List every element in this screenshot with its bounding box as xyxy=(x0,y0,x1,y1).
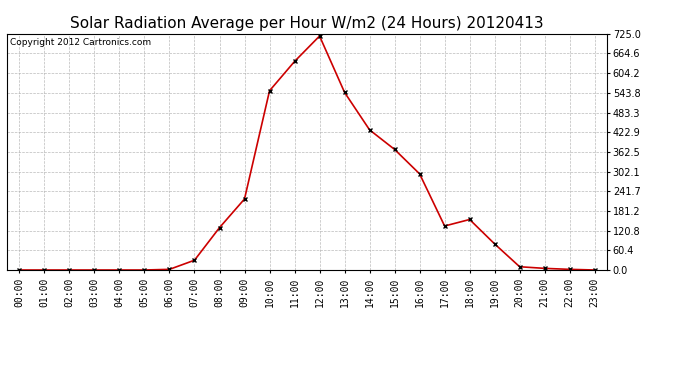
Title: Solar Radiation Average per Hour W/m2 (24 Hours) 20120413: Solar Radiation Average per Hour W/m2 (2… xyxy=(70,16,544,31)
Text: Copyright 2012 Cartronics.com: Copyright 2012 Cartronics.com xyxy=(10,39,151,48)
